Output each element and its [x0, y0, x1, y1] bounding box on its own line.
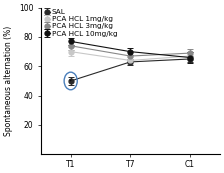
Text: *: * [69, 79, 72, 83]
Legend: SAL, PCA HCL 1mg/kg, PCA HCL 3mg/kg, PCA HCL 10mg/kg: SAL, PCA HCL 1mg/kg, PCA HCL 3mg/kg, PCA… [45, 8, 118, 37]
Y-axis label: Spontaneous alternation (%): Spontaneous alternation (%) [4, 26, 13, 136]
